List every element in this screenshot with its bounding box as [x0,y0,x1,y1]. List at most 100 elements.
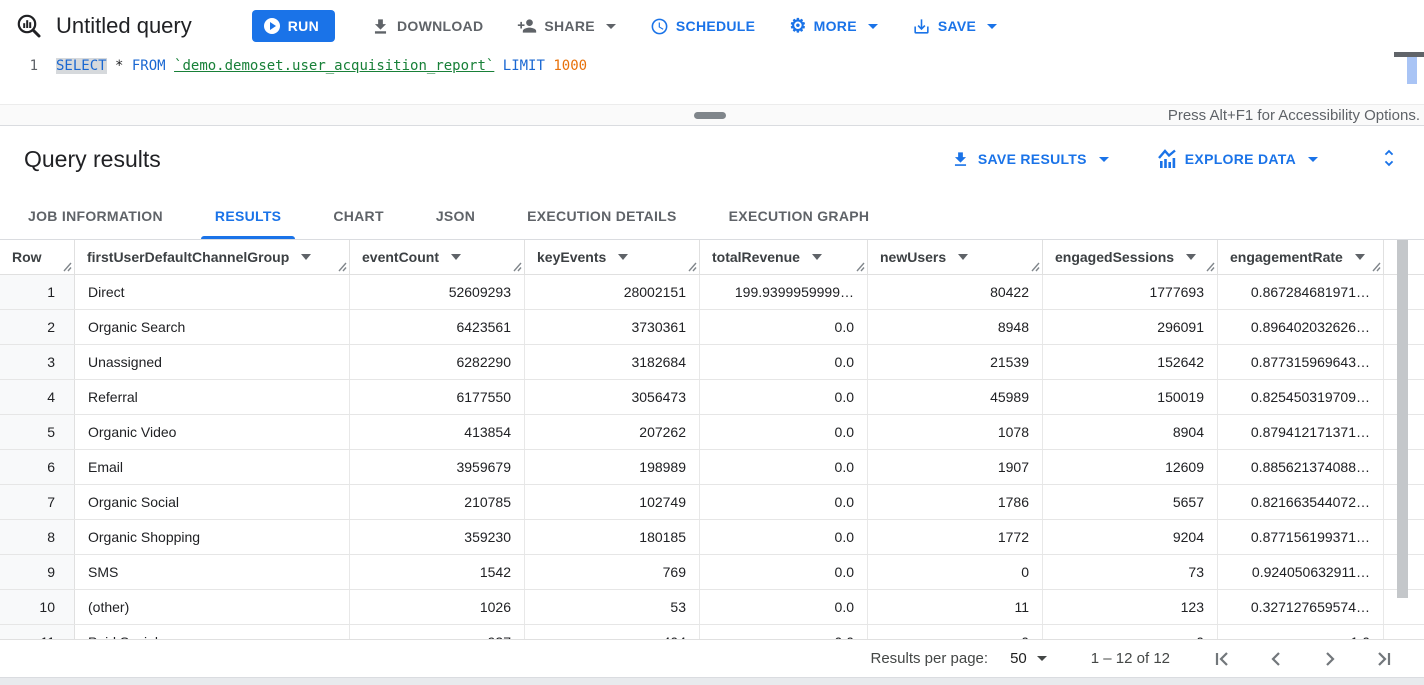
table-cell: 152642 [1043,345,1218,379]
table-cell: 1786 [868,485,1043,519]
explore-data-button[interactable]: EXPLORE DATA [1157,149,1318,169]
table-cell: Organic Shopping [75,520,350,554]
column-label: engagedSessions [1055,249,1175,265]
column-label: eventCount [362,249,439,265]
column-resize-handle[interactable] [687,262,697,272]
table-cell: 0.0 [700,485,868,519]
prev-page-icon [1271,651,1280,666]
download-button[interactable]: DOWNLOAD [371,17,483,36]
code-token: FROM [131,58,166,74]
save-button[interactable]: SAVE [912,17,998,36]
table-cell: 1907 [868,450,1043,484]
save-icon [914,18,929,34]
table-cell: 21539 [868,345,1043,379]
splitter-drag-handle[interactable] [694,112,726,119]
table-cell: 0 [868,625,1043,639]
table-cell: 0.825450319709… [1218,380,1384,414]
tab-json[interactable]: JSON [435,207,476,224]
table-cell: 0.885621374088… [1218,450,1384,484]
tab-results[interactable]: RESULTS [189,192,307,239]
tab-execution-graph[interactable]: EXECUTION GRAPH [728,207,870,224]
table-cell: 28002151 [525,275,700,309]
page-size-dropdown-icon [1036,656,1047,661]
table-header-row: Row firstUserDefaultChannelGroup eventCoun… [0,240,1424,275]
table-row: 11Paid Social9374040.0001.0 [0,625,1424,639]
page-size-select[interactable]: 50 [1010,650,1047,667]
column-resize-handle[interactable] [512,262,522,272]
table-row: 8 Organic Shopping 359230 180185 0.0 1772 9204… [0,520,1424,555]
column-menu-icon[interactable] [301,254,312,260]
table-cell: 207262 [525,415,700,449]
table-cell: 6282290 [350,345,525,379]
table-cell: 3182684 [525,345,700,379]
save-results-dropdown-icon [1098,156,1109,162]
sql-editor[interactable]: 1 SELECT * FROM `demo.demoset.user_acqui… [0,52,1424,104]
table-cell: 0.879412171371… [1218,415,1384,449]
table-cell: SMS [75,555,350,589]
row-number-cell: 11 [0,625,75,639]
column-menu-icon[interactable] [451,254,461,260]
table-cell: 5657 [1043,485,1218,519]
column-resize-handle[interactable] [337,262,347,272]
table-cell: 0.0 [700,380,868,414]
line-number: 1 [29,58,38,74]
first-page-icon [1215,651,1228,666]
column-resize-handle[interactable] [62,262,72,272]
last-page-button[interactable] [1372,647,1396,671]
last-page-icon [1378,651,1391,666]
column-menu-icon[interactable] [958,254,969,260]
table-cell: 1.0 [1218,625,1384,639]
gear-icon: ⚙ [789,15,807,37]
run-button[interactable]: RUN [251,10,335,42]
table-row: 5 Organic Video 413854 207262 0.0 1078 8904 0.8… [0,415,1424,450]
table-cell: 180185 [525,520,700,554]
next-page-button[interactable] [1318,647,1342,671]
schedule-button[interactable]: SCHEDULE [650,17,755,36]
download-icon [374,18,387,34]
row-number-cell: 3 [0,345,75,379]
save-results-button[interactable]: SAVE RESULTS [951,150,1109,169]
column-resize-handle[interactable] [855,262,865,272]
table-cell: 0 [868,555,1043,589]
editor-vertical-scrollbar[interactable] [1407,57,1417,84]
table-vertical-scrollbar[interactable] [1397,240,1408,639]
expand-results-button[interactable] [1378,147,1400,172]
table-cell: Organic Social [75,485,350,519]
table-cell: 1026 [350,590,525,624]
bottom-scrollbar-strip[interactable] [0,677,1424,685]
row-number-cell: 4 [0,380,75,414]
table-cell: 0.0 [700,555,868,589]
first-page-button[interactable] [1210,647,1234,671]
row-number-cell: 1 [0,275,75,309]
query-title[interactable]: Untitled query [56,13,192,38]
table-cell: 6423561 [350,310,525,344]
table-cell: 0.877156199371… [1218,520,1384,554]
tab-chart[interactable]: CHART [333,207,384,224]
clock-icon [651,18,668,34]
table-cell: Paid Social [75,625,350,639]
row-number-cell: 9 [0,555,75,589]
tab-execution-details[interactable]: EXECUTION DETAILS [527,207,677,224]
tab-job-information[interactable]: JOB INFORMATION [28,207,163,224]
column-menu-icon[interactable] [811,254,822,260]
column-header-newusers: newUsers [868,240,1043,274]
share-dropdown-icon [605,23,616,29]
editor-horizontal-scrollbar[interactable] [1394,52,1424,57]
column-menu-icon[interactable] [618,254,629,260]
save-dropdown-icon [987,23,998,29]
table-cell: 52609293 [350,275,525,309]
code-line-content[interactable]: SELECT * FROM `demo.demoset.user_acquisi… [56,58,587,74]
prev-page-button[interactable] [1264,647,1288,671]
more-button[interactable]: ⚙ MORE [789,17,878,36]
table-cell: 0.867284681971… [1218,275,1384,309]
table-cell: 937 [350,625,525,639]
column-menu-icon[interactable] [1186,254,1197,260]
column-resize-handle[interactable] [1371,262,1381,272]
column-resize-handle[interactable] [1030,262,1040,272]
table-cell: 413854 [350,415,525,449]
column-resize-handle[interactable] [1205,262,1215,272]
table-cell: Email [75,450,350,484]
share-button[interactable]: SHARE [517,16,616,36]
table-scrollbar-thumb[interactable] [1397,240,1408,598]
column-menu-icon[interactable] [1354,254,1365,260]
